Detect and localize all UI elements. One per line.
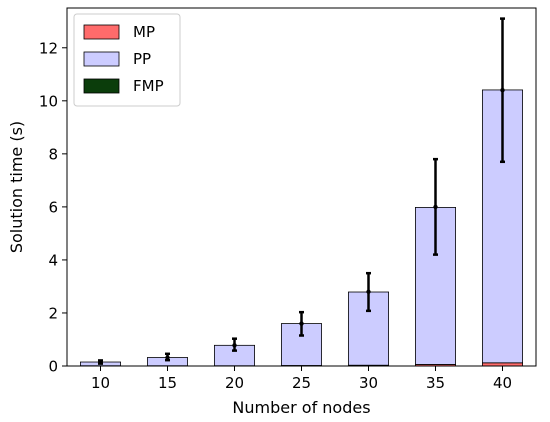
bar-pp-25 xyxy=(280,323,322,366)
legend-label-mp: MP xyxy=(133,23,155,41)
y-tick-label: 12 xyxy=(39,39,58,57)
x-tick-label: 10 xyxy=(91,374,110,392)
error-bars-group xyxy=(98,17,505,365)
y-tick-label: 4 xyxy=(48,251,58,269)
y-tick-label: 10 xyxy=(39,92,58,110)
legend-label-fmp: FMP xyxy=(133,77,164,95)
x-axis-label: Number of nodes xyxy=(232,398,370,417)
error-bar-marker xyxy=(98,359,103,365)
x-tick-label: 20 xyxy=(225,374,244,392)
error-bar-40 xyxy=(500,17,505,164)
error-bar-marker xyxy=(433,204,438,210)
x-tick-label: 30 xyxy=(359,374,378,392)
error-bar-marker xyxy=(500,88,505,93)
y-tick-label: 8 xyxy=(48,145,58,163)
error-bar-25 xyxy=(299,310,304,337)
x-tick-label: 15 xyxy=(158,374,177,392)
legend-swatch-fmp xyxy=(83,78,120,94)
error-bar-30 xyxy=(366,271,371,313)
error-bar-15 xyxy=(165,352,170,362)
legend-swatch-mp xyxy=(83,24,120,40)
error-bar-20 xyxy=(232,337,237,352)
legend: MP PP FMP xyxy=(73,13,181,107)
error-bar-10 xyxy=(98,359,103,365)
error-bar-35 xyxy=(433,157,438,256)
error-bar-marker xyxy=(299,321,304,326)
x-tick-label: 35 xyxy=(426,374,445,392)
y-axis-ticks: 0 2 4 6 8 10 12 xyxy=(39,39,67,376)
error-bar-marker xyxy=(165,355,170,360)
y-tick-label: 2 xyxy=(48,304,58,322)
error-bar-marker xyxy=(232,343,237,348)
error-bar-marker xyxy=(366,289,371,294)
y-tick-label: 6 xyxy=(48,198,58,216)
legend-label-pp: PP xyxy=(133,50,151,68)
legend-swatch-pp xyxy=(83,51,120,67)
y-axis-label: Solution time (s) xyxy=(7,121,26,253)
x-tick-label: 25 xyxy=(292,374,311,392)
x-axis-ticks: 10 15 20 25 30 35 40 xyxy=(91,366,512,392)
y-tick-label: 0 xyxy=(48,358,58,376)
x-tick-label: 40 xyxy=(493,374,512,392)
